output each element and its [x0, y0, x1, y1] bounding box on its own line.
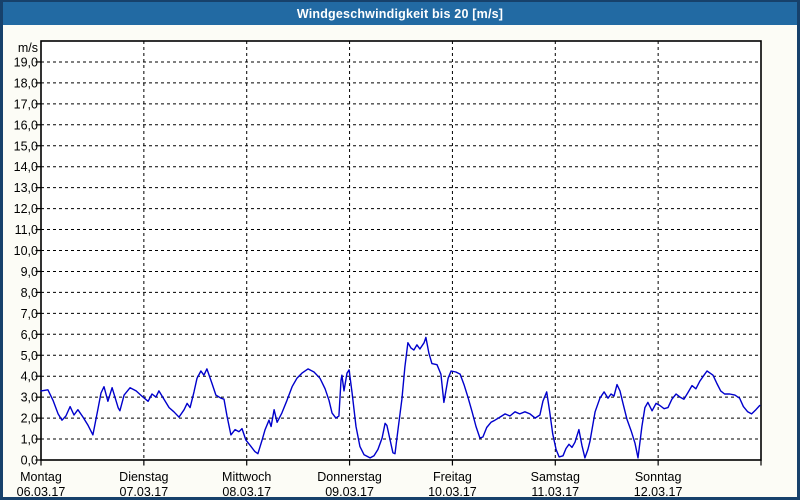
day-date-label: 11.03.17	[531, 485, 579, 499]
y-tick-label: 4,0	[21, 370, 38, 384]
chart-titlebar: Windgeschwindigkeit bis 20 [m/s]	[3, 2, 797, 25]
y-tick-label: 16,0	[14, 118, 38, 132]
y-tick-label: 10,0	[14, 244, 38, 258]
day-date-label: 07.03.17	[120, 485, 169, 499]
day-name-label: Mittwoch	[222, 470, 271, 484]
y-tick-label: 18,0	[14, 76, 38, 90]
day-date-label: 10.03.17	[428, 485, 477, 499]
y-tick-label: 1,0	[21, 433, 38, 447]
y-tick-label: 17,0	[14, 97, 38, 111]
y-tick-label: 0,0	[21, 454, 38, 468]
y-tick-label: 8,0	[21, 286, 38, 300]
y-axis-unit: m/s	[18, 41, 38, 55]
day-date-label: 12.03.17	[634, 485, 683, 499]
day-name-label: Freitag	[433, 470, 472, 484]
day-name-label: Samstag	[531, 470, 580, 484]
y-tick-label: 3,0	[21, 391, 38, 405]
wind-speed-line	[40, 336, 761, 459]
y-tick-label: 9,0	[21, 265, 38, 279]
day-name-label: Dienstag	[119, 470, 168, 484]
y-tick-label: 7,0	[21, 307, 38, 321]
chart-title: Windgeschwindigkeit bis 20 [m/s]	[296, 6, 504, 21]
y-tick-label: 6,0	[21, 328, 38, 342]
y-tick-label: 5,0	[21, 349, 38, 363]
y-tick-label: 15,0	[14, 139, 38, 153]
day-name-label: Donnerstag	[317, 470, 382, 484]
y-tick-label: 11,0	[15, 223, 38, 237]
day-name-label: Sonntag	[635, 470, 682, 484]
day-date-label: 06.03.17	[17, 485, 66, 499]
day-name-label: Montag	[20, 470, 62, 484]
y-tick-label: 14,0	[14, 160, 38, 174]
day-date-label: 09.03.17	[325, 485, 374, 499]
y-tick-label: 19,0	[14, 55, 38, 69]
y-tick-label: 12,0	[14, 202, 38, 216]
y-tick-label: 13,0	[14, 181, 38, 195]
day-date-label: 08.03.17	[222, 485, 271, 499]
y-tick-label: 2,0	[21, 412, 38, 426]
